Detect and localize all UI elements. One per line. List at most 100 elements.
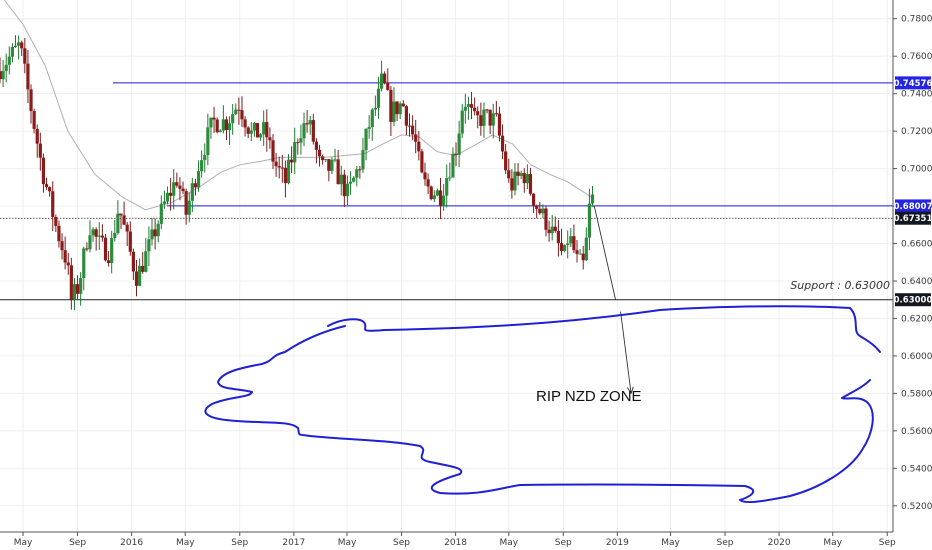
candle-body (60, 241, 64, 251)
candle-body (200, 160, 204, 172)
candle-body (122, 215, 126, 225)
candle-body (206, 127, 210, 156)
candle-body (26, 63, 30, 90)
candle-body (299, 138, 303, 143)
candle-body (54, 217, 58, 226)
x-tick-label: 2018 (444, 538, 467, 548)
moving-average-line (4, 0, 594, 211)
candle-body (500, 135, 505, 152)
candle-body (578, 253, 582, 255)
candle-body (190, 183, 194, 201)
candle-body (404, 106, 408, 126)
candle-body (550, 226, 554, 234)
candle-body (531, 193, 536, 206)
time-axis-labels: May Sep 2016 May Sep 2017 May Sep 2018 May Sep 2019… (14, 532, 896, 548)
candle-body (581, 253, 585, 261)
rip-zone-drawing[interactable] (327, 305, 881, 353)
candle-body (324, 159, 328, 161)
candle-body (119, 213, 123, 216)
candle-body (414, 134, 418, 142)
candle-body (79, 278, 83, 294)
candle-body (100, 235, 104, 238)
candle-body (327, 159, 331, 171)
candle-body (525, 174, 529, 184)
x-tick-label: May (14, 538, 33, 548)
candle-body (156, 223, 160, 237)
candle-body (463, 106, 467, 111)
candle-body (7, 56, 11, 65)
rip-zone-drawing-lower[interactable] (204, 325, 874, 504)
price-tag-box (895, 211, 931, 225)
x-tick-label: May (499, 538, 518, 548)
candle-body (476, 111, 480, 116)
candle-body (494, 113, 498, 115)
zone-label: RIP NZD ZONE (536, 388, 642, 405)
candle-body (97, 235, 101, 237)
candle-body (333, 159, 337, 161)
candle-body (227, 123, 232, 130)
candle-body (305, 123, 309, 125)
candle-body (528, 174, 533, 194)
candle-body (488, 109, 492, 126)
candle-body (510, 178, 514, 191)
x-tick-label: 2017 (282, 538, 305, 548)
candle-body (566, 243, 570, 245)
candle-body (51, 191, 55, 218)
candle-body (237, 109, 241, 111)
candle-body (243, 119, 247, 128)
candle-body (311, 120, 315, 142)
x-tick-label: 2020 (768, 538, 791, 548)
candle-body (224, 119, 229, 130)
candle-body (457, 133, 461, 155)
candle-body (429, 186, 433, 200)
candle-body (258, 134, 263, 138)
candle-body (572, 236, 576, 251)
x-tick-label: May (338, 538, 357, 548)
candle-body (10, 46, 15, 57)
candle-body (417, 141, 421, 152)
candle-body (162, 201, 167, 204)
candle-body (389, 89, 393, 122)
candle-body (255, 123, 260, 138)
candle-body (290, 159, 294, 163)
candle-body (17, 42, 21, 46)
candle-body (317, 149, 322, 157)
candle-body (0, 71, 2, 80)
candle-body (590, 194, 595, 204)
candle-body (435, 190, 440, 196)
candle-body (302, 123, 306, 139)
candlestick-series (0, 35, 595, 310)
candle-body (63, 250, 67, 263)
candle-body (345, 183, 350, 197)
candle-body (48, 187, 52, 192)
candle-body (361, 149, 365, 170)
candle-body (407, 125, 412, 127)
projection-arrow[interactable] (593, 205, 632, 394)
candle-body (321, 156, 325, 161)
candle-body (88, 235, 92, 250)
candle-body (342, 174, 346, 197)
candle-body (401, 103, 405, 107)
candle-body (432, 195, 436, 200)
candle-body (147, 239, 151, 252)
candle-body (386, 82, 390, 90)
candle-body (125, 224, 129, 232)
candle-body (448, 177, 452, 179)
candle-body (355, 169, 359, 178)
candle-body (286, 159, 291, 184)
candle-body (23, 48, 27, 64)
candle-body (153, 229, 157, 237)
candle-body (398, 103, 402, 115)
grid-lines (0, 0, 893, 532)
candle-body (519, 173, 523, 176)
candle-body (308, 120, 312, 125)
candle-body (569, 236, 573, 244)
candle-body (240, 110, 244, 120)
candle-body (395, 101, 399, 115)
